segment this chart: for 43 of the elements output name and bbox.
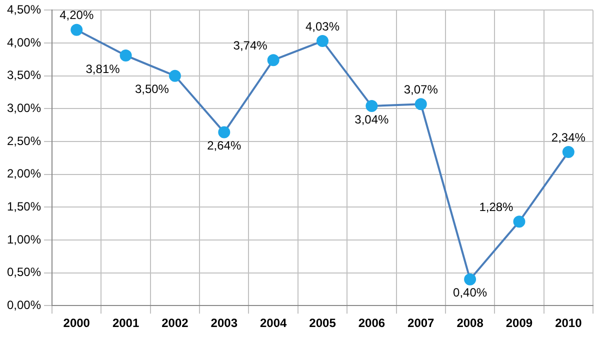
y-tick-label: 0,00% — [6, 298, 42, 312]
data-label: 3,74% — [233, 38, 268, 52]
point — [218, 126, 230, 138]
x-tick-label: 2007 — [408, 316, 435, 330]
data-label: 3,81% — [86, 62, 120, 76]
y-tick-label: 3,50% — [6, 68, 42, 82]
data-label: 4,03% — [305, 19, 340, 34]
x-tick-label: 2002 — [162, 316, 189, 330]
y-tick-label: 1,50% — [6, 199, 42, 214]
y-tick-label: 4,50% — [6, 2, 42, 17]
point — [414, 98, 427, 110]
x-tick-label: 2006 — [358, 316, 386, 330]
point — [168, 70, 181, 82]
point — [120, 49, 132, 62]
point — [70, 24, 83, 36]
data-label: 3,50% — [134, 82, 170, 96]
point — [316, 35, 329, 48]
x-tick-label: 2004 — [260, 316, 288, 330]
point — [267, 54, 280, 66]
x-tick-label: 2003 — [210, 316, 238, 330]
y-tick-label: 4,00% — [6, 35, 42, 50]
x-tick-label: 2005 — [309, 316, 336, 330]
data-label: 4,20% — [60, 8, 94, 22]
x-tick-label: 2001 — [112, 316, 140, 330]
x-tick-label: 2009 — [506, 316, 533, 330]
y-tick-label: 2,00% — [6, 166, 42, 181]
data-label: 3,04% — [354, 112, 390, 126]
point — [366, 100, 378, 112]
y-tick-label: 0,50% — [6, 265, 42, 280]
data-label: 2,64% — [207, 138, 242, 153]
data-label: 2,34% — [551, 130, 586, 144]
y-tick-label: 2,50% — [6, 134, 42, 148]
data-label: 0,40% — [453, 286, 488, 300]
x-tick-label: 2000 — [63, 316, 90, 330]
data-label: 1,28% — [479, 200, 514, 214]
point — [464, 273, 476, 286]
point — [562, 146, 574, 158]
y-tick-label: 1,00% — [6, 232, 42, 246]
x-tick-label: 2010 — [555, 316, 582, 330]
y-tick-label: 3,00% — [6, 100, 42, 115]
x-tick-label: 2008 — [456, 316, 484, 330]
data-label: 3,07% — [404, 82, 438, 96]
point — [513, 216, 526, 228]
